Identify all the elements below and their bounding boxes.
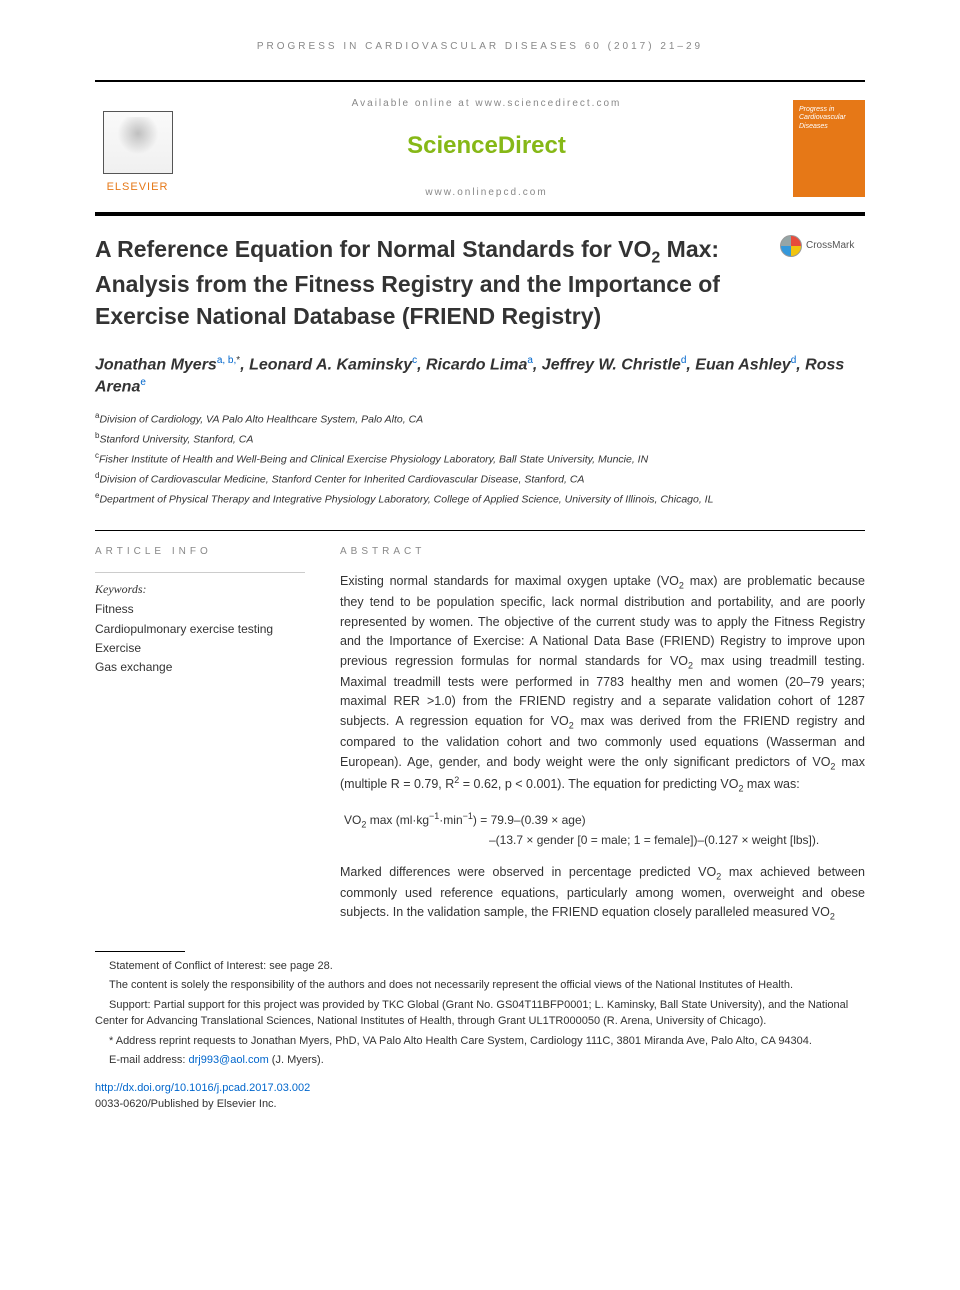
title-text: A Reference Equation for Normal Standard…: [95, 236, 651, 262]
affiliation-ref[interactable]: d: [681, 355, 687, 366]
header-center: Available online at www.sciencedirect.co…: [200, 97, 773, 201]
abstract-text: = 0.62, p < 0.001). The equation for pre…: [459, 777, 738, 791]
affiliation-text: Department of Physical Therapy and Integ…: [99, 493, 713, 505]
eq-text: max (ml·kg: [366, 813, 429, 827]
abstract-heading: ABSTRACT: [340, 545, 865, 560]
sciencedirect-logo: ScienceDirect: [200, 129, 773, 164]
elsevier-logo: ELSEVIER: [95, 101, 180, 196]
footnote-rule: [95, 951, 185, 952]
journal-url: www.onlinepcd.com: [200, 186, 773, 201]
affiliation-ref[interactable]: a: [527, 355, 533, 366]
eq-text: ·min: [439, 813, 462, 827]
email-label: E-mail address:: [109, 1054, 188, 1066]
eq-text: –(13.7 × gender [0 = male; 1 = female])–…: [344, 833, 819, 847]
bottom-identifiers: http://dx.doi.org/10.1016/j.pcad.2017.03…: [95, 1081, 865, 1113]
keyword: Cardiopulmonary exercise testing: [95, 620, 305, 639]
eq-text: VO: [344, 813, 361, 827]
title-subscript: 2: [651, 250, 660, 267]
article-info-column: ARTICLE INFO Keywords: Fitness Cardiopul…: [95, 545, 305, 924]
thin-divider: [95, 572, 305, 573]
elsevier-tree-icon: [103, 111, 173, 174]
journal-cover-thumbnail: Progress in Cardiovascular Diseases: [793, 100, 865, 197]
affiliation-ref[interactable]: e: [140, 377, 146, 388]
crossmark-label: CrossMark: [806, 239, 854, 254]
affiliation-ref[interactable]: c: [412, 355, 417, 366]
affiliation-ref[interactable]: a, b,: [217, 355, 236, 366]
elsevier-wordmark: ELSEVIER: [107, 180, 169, 196]
crossmark-icon: [780, 235, 802, 257]
affiliation-item: eDepartment of Physical Therapy and Inte…: [95, 489, 865, 509]
title-row: A Reference Equation for Normal Standard…: [95, 234, 865, 331]
keyword: Exercise: [95, 639, 305, 658]
author-name: Euan Ashley: [695, 356, 790, 373]
section-divider: [95, 530, 865, 531]
affiliation-ref[interactable]: d: [791, 355, 797, 366]
keywords-label: Keywords:: [95, 581, 305, 598]
available-online-text: Available online at www.sciencedirect.co…: [200, 97, 773, 112]
abstract-body: Marked differences were observed in perc…: [340, 863, 865, 925]
affiliation-list: aDivision of Cardiology, VA Palo Alto He…: [95, 409, 865, 508]
footnote-responsibility: The content is solely the responsibility…: [95, 977, 865, 994]
author-name: Leonard A. Kaminsky: [249, 356, 412, 373]
corresponding-marker: *: [236, 355, 240, 366]
equation-block: VO2 max (ml·kg−1·min−1) = 79.9–(0.39 × a…: [340, 809, 865, 851]
article-info-heading: ARTICLE INFO: [95, 545, 305, 560]
affiliation-text: Stanford University, Stanford, CA: [99, 434, 253, 446]
author-name: Jonathan Myers: [95, 356, 217, 373]
abstract-text: Existing normal standards for maximal ox…: [340, 574, 679, 588]
author-name: Ricardo Lima: [426, 356, 527, 373]
abstract-column: ABSTRACT Existing normal standards for m…: [340, 545, 865, 924]
email-link[interactable]: drj993@aol.com: [188, 1054, 268, 1066]
affiliation-item: aDivision of Cardiology, VA Palo Alto He…: [95, 409, 865, 429]
affiliation-text: Division of Cardiology, VA Palo Alto Hea…: [99, 414, 423, 426]
journal-header: ELSEVIER Available online at www.science…: [95, 80, 865, 217]
author-name: Jeffrey W. Christle: [542, 356, 681, 373]
footnotes: Statement of Conflict of Interest: see p…: [95, 958, 865, 1069]
footnote-support: Support: Partial support for this projec…: [95, 997, 865, 1030]
email-suffix: (J. Myers).: [269, 1054, 324, 1066]
keyword: Fitness: [95, 600, 305, 619]
cover-line: Cardiovascular: [799, 114, 846, 121]
copyright-line: 0033-0620/Published by Elsevier Inc.: [95, 1097, 865, 1113]
footnote-conflict: Statement of Conflict of Interest: see p…: [95, 958, 865, 975]
abstract-text: max was:: [743, 777, 799, 791]
running-header: PROGRESS IN CARDIOVASCULAR DISEASES 60 (…: [95, 40, 865, 55]
info-abstract-columns: ARTICLE INFO Keywords: Fitness Cardiopul…: [95, 545, 865, 924]
eq-text: ) = 79.9–(0.39 × age): [473, 813, 586, 827]
affiliation-text: Fisher Institute of Health and Well-Bein…: [99, 454, 648, 466]
footnote-corresponding: * Address reprint requests to Jonathan M…: [95, 1033, 865, 1050]
crossmark-badge[interactable]: CrossMark: [780, 234, 865, 258]
affiliation-text: Division of Cardiovascular Medicine, Sta…: [99, 473, 584, 485]
author-list: Jonathan Myersa, b,*, Leonard A. Kaminsk…: [95, 354, 865, 398]
affiliation-item: bStanford University, Stanford, CA: [95, 429, 865, 449]
article-title: A Reference Equation for Normal Standard…: [95, 234, 760, 331]
affiliation-item: dDivision of Cardiovascular Medicine, St…: [95, 469, 865, 489]
affiliation-item: cFisher Institute of Health and Well-Bei…: [95, 449, 865, 469]
footnote-email: E-mail address: drj993@aol.com (J. Myers…: [95, 1052, 865, 1069]
keyword: Gas exchange: [95, 658, 305, 677]
cover-line: Diseases: [799, 123, 828, 130]
abstract-body: Existing normal standards for maximal ox…: [340, 572, 865, 797]
cover-line: Progress in: [799, 106, 834, 113]
doi-link[interactable]: http://dx.doi.org/10.1016/j.pcad.2017.03…: [95, 1081, 865, 1097]
abstract-text: Marked differences were observed in perc…: [340, 865, 716, 879]
